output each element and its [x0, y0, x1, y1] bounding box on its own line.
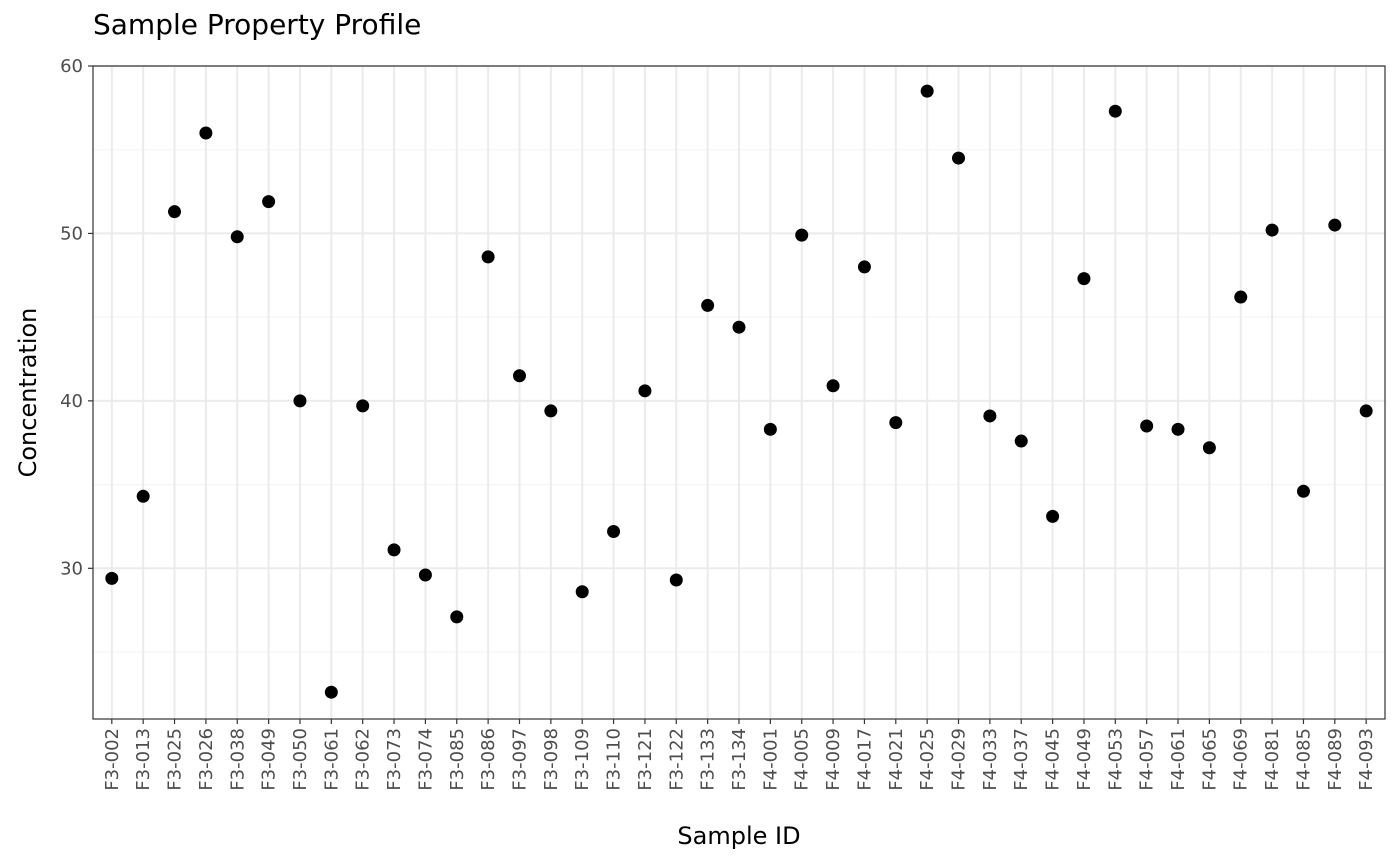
data-point [669, 573, 683, 587]
x-tick-label: F4-065 [1199, 728, 1220, 791]
data-point [795, 228, 809, 242]
x-tick-label: F4-093 [1356, 728, 1377, 791]
data-point [136, 489, 150, 503]
x-tick-label: F3-134 [729, 728, 750, 791]
x-tick-label: F3-133 [698, 728, 719, 791]
data-point [324, 685, 338, 699]
x-tick-label: F3-098 [541, 728, 562, 791]
x-tick-label: F4-045 [1043, 728, 1064, 791]
x-tick-label: F3-085 [447, 728, 468, 791]
data-point [1265, 223, 1279, 237]
data-point [1046, 509, 1060, 523]
x-tick-label: F4-017 [854, 728, 875, 791]
x-tick-label: F4-025 [917, 728, 938, 791]
data-point [952, 151, 966, 165]
x-tick-label: F4-001 [760, 728, 781, 791]
y-tick-label: 40 [60, 391, 83, 412]
data-point [168, 205, 182, 219]
x-tick-label: F3-061 [321, 728, 342, 791]
x-tick-label: F3-013 [133, 728, 154, 791]
x-tick-label: F4-037 [1011, 728, 1032, 791]
data-point [356, 399, 370, 413]
x-tick-label: F4-009 [823, 728, 844, 791]
data-point [544, 404, 558, 418]
x-tick-label: F3-049 [259, 728, 280, 791]
data-point [889, 416, 903, 430]
data-point [732, 320, 746, 334]
data-point [262, 195, 276, 209]
x-tick-label: F3-038 [227, 728, 248, 791]
x-tick-label: F3-086 [478, 728, 499, 791]
x-tick-label: F3-109 [572, 728, 593, 791]
x-tick-label: F4-089 [1325, 728, 1346, 791]
data-point [1202, 441, 1216, 455]
x-tick-label: F3-074 [415, 728, 436, 791]
x-tick-label: F3-026 [196, 728, 217, 791]
x-tick-label: F4-021 [886, 728, 907, 791]
x-tick-label: F4-029 [949, 728, 970, 791]
data-point [1140, 419, 1154, 433]
x-tick-label: F3-062 [353, 728, 374, 791]
x-tick-label: F3-050 [290, 728, 311, 791]
data-point [983, 409, 997, 423]
data-point [575, 585, 589, 599]
data-point [450, 610, 464, 624]
x-tick-label: F3-073 [384, 728, 405, 791]
x-tick-label: F3-121 [635, 728, 656, 791]
x-tick-label: F4-005 [792, 728, 813, 791]
data-point [826, 379, 840, 393]
x-tick-label: F4-085 [1293, 728, 1314, 791]
x-tick-label: F4-057 [1137, 728, 1158, 791]
data-point [1359, 404, 1373, 418]
data-point [920, 84, 934, 98]
data-point [1108, 104, 1122, 118]
data-point [293, 394, 307, 408]
data-point [512, 369, 526, 383]
data-point [1234, 290, 1248, 304]
y-tick-label: 30 [60, 558, 83, 579]
data-point [1296, 484, 1310, 498]
x-tick-label: F3-002 [102, 728, 123, 791]
x-tick-label: F3-097 [509, 728, 530, 791]
x-tick-label: F4-069 [1231, 728, 1252, 791]
x-tick-label: F4-053 [1105, 728, 1126, 791]
y-axis-title: Concentration [14, 308, 42, 478]
data-point [701, 298, 715, 312]
data-point [418, 568, 432, 582]
data-point [230, 230, 244, 244]
x-tick-label: F3-025 [165, 728, 186, 791]
data-point [199, 126, 213, 140]
data-point [857, 260, 871, 274]
data-point [607, 524, 621, 538]
data-point [481, 250, 495, 264]
chart-title: Sample Property Profile [93, 8, 422, 41]
data-point [387, 543, 401, 557]
y-tick-label: 60 [60, 56, 83, 77]
data-point [1328, 218, 1342, 232]
x-tick-label: F3-110 [604, 728, 625, 791]
y-tick-label: 50 [60, 223, 83, 244]
data-point [1077, 272, 1091, 286]
x-tick-label: F4-049 [1074, 728, 1095, 791]
data-point [105, 571, 119, 585]
x-tick-label: F4-081 [1262, 728, 1283, 791]
data-point [763, 422, 777, 436]
x-tick-label: F4-061 [1168, 728, 1189, 791]
x-tick-label: F4-033 [980, 728, 1001, 791]
x-tick-label: F3-122 [666, 728, 687, 791]
data-point [1171, 422, 1185, 436]
x-axis-title: Sample ID [677, 822, 800, 850]
data-point [638, 384, 652, 398]
data-point [1014, 434, 1028, 448]
